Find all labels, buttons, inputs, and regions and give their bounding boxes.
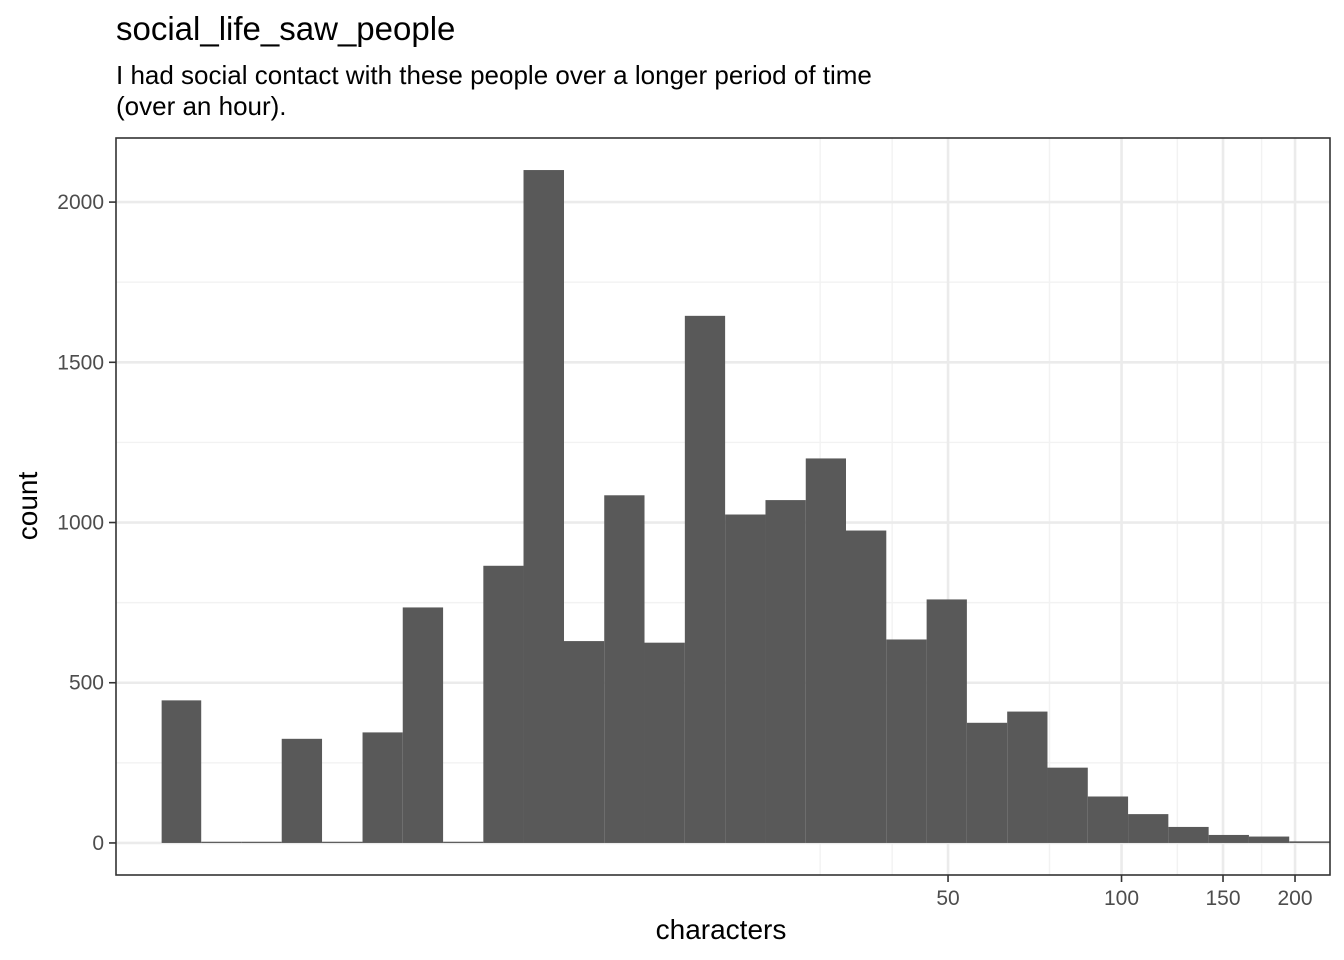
histogram-bar [765, 500, 806, 843]
histogram-bar [1248, 836, 1290, 843]
histogram-bar [1208, 834, 1249, 843]
x-axis-ticks: 50 100 150 200 [936, 875, 1313, 910]
y-tick-label: 500 [69, 672, 104, 695]
histogram-bar [725, 514, 766, 843]
y-tick-label: 2000 [57, 191, 104, 214]
histogram-bar [684, 315, 726, 843]
x-tick-label: 200 [1277, 887, 1312, 910]
x-tick-label: 100 [1104, 887, 1139, 910]
histogram-bar [644, 642, 685, 843]
histogram-bar [362, 732, 403, 843]
x-axis-title: characters [656, 914, 787, 945]
histogram-bar [805, 458, 847, 843]
histogram-bar [443, 841, 484, 843]
histogram-bar [161, 700, 202, 843]
y-tick-label: 1000 [57, 512, 104, 535]
histogram-bar [564, 641, 605, 843]
y-tick-label: 0 [92, 832, 104, 855]
histogram-bar [523, 170, 565, 843]
histogram-bar [1087, 796, 1129, 843]
histogram-bar [1128, 814, 1169, 843]
y-axis-ticks: 0 500 1000 1500 2000 [57, 191, 116, 855]
histogram-bar [1007, 711, 1048, 843]
histogram-bar [241, 841, 282, 843]
histogram-bar [926, 599, 967, 843]
chart-subtitle-line-2: (over an hour). [116, 91, 287, 121]
y-axis-title: count [12, 472, 43, 541]
histogram-bar [281, 738, 323, 843]
histogram-bar [402, 607, 444, 843]
histogram-bar [886, 639, 927, 843]
histogram-bar [1168, 826, 1209, 843]
histogram-bars [161, 170, 1331, 843]
y-tick-label: 1500 [57, 351, 104, 374]
histogram-bar [846, 530, 887, 843]
histogram-bar [1047, 767, 1088, 843]
histogram-bar [1289, 841, 1330, 843]
chart-title: social_life_saw_people [116, 10, 455, 47]
plot-panel-border [115, 137, 1331, 876]
histogram-bar [201, 841, 242, 843]
histogram-bar [322, 841, 363, 843]
x-tick-label: 50 [936, 887, 959, 910]
x-tick-label: 150 [1205, 887, 1240, 910]
histogram-bar [966, 722, 1008, 843]
chart-subtitle-line-1: I had social contact with these people o… [116, 60, 872, 90]
histogram-bar [483, 565, 524, 843]
histogram-bar [604, 495, 645, 843]
